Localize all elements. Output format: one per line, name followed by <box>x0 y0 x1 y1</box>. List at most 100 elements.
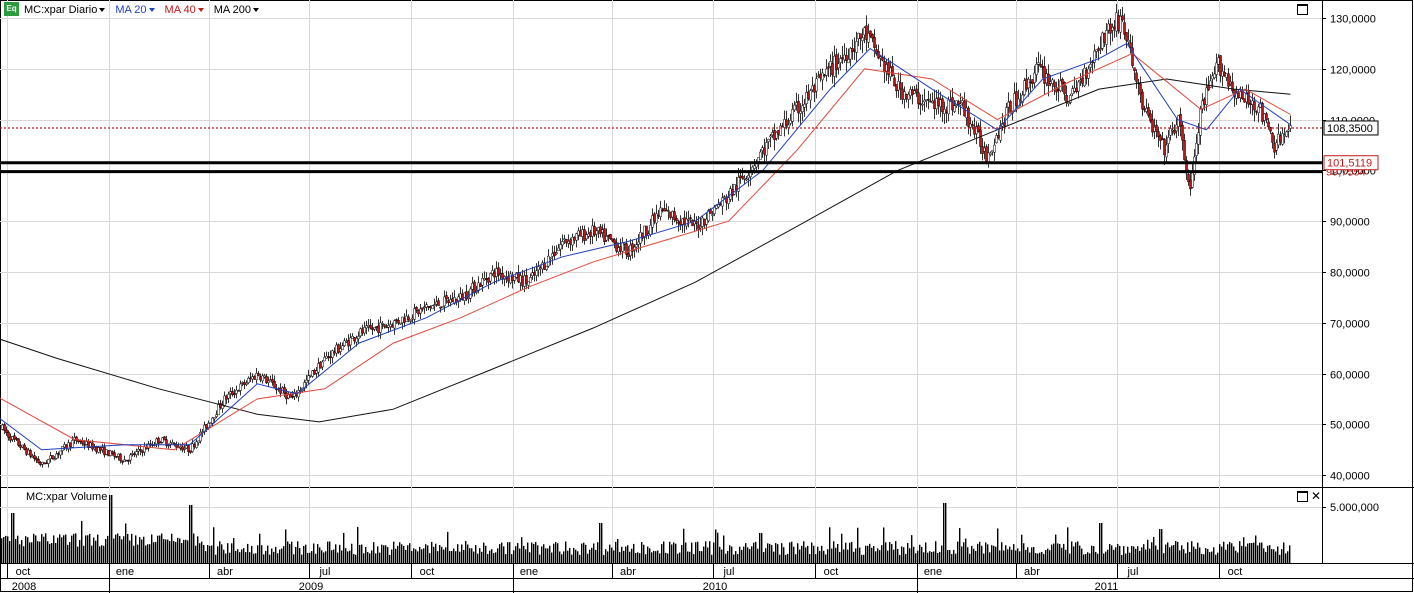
volume-bar <box>683 528 685 563</box>
candle-body <box>327 356 330 359</box>
volume-bar <box>227 543 229 563</box>
candle-body <box>533 272 536 276</box>
candle-body <box>229 391 232 394</box>
volume-bar <box>1173 544 1175 563</box>
volume-bar <box>539 554 541 563</box>
volume-bar <box>709 541 711 563</box>
volume-bar <box>271 548 273 563</box>
candle-body <box>753 165 756 169</box>
candle-body <box>841 57 844 59</box>
candle-body <box>779 125 782 136</box>
candle-body <box>1281 133 1284 145</box>
volume-bar <box>899 554 901 563</box>
candle-body <box>857 32 860 39</box>
volume-bar <box>511 554 513 563</box>
volume-bar <box>1273 549 1275 563</box>
candle-body <box>923 99 926 103</box>
candle-body <box>967 107 970 127</box>
volume-bar <box>725 553 727 563</box>
candle-body <box>635 244 638 248</box>
volume-bar <box>631 548 633 563</box>
candle-body <box>661 209 664 212</box>
volume-bar <box>493 553 495 563</box>
month-label: oct <box>420 566 435 578</box>
candle-body <box>687 218 690 221</box>
volume-bar <box>1101 523 1103 563</box>
ma40-selector[interactable]: MA 40 <box>165 4 204 16</box>
volume-bar <box>107 535 109 563</box>
volume-bar <box>571 554 573 563</box>
candle-body <box>521 276 524 287</box>
candle-body <box>691 219 694 227</box>
volume-bar <box>205 551 207 563</box>
candle-body <box>793 104 796 111</box>
candle-body <box>485 278 488 281</box>
candle-body <box>99 447 102 451</box>
ma200-selector[interactable]: MA 200 <box>214 4 260 16</box>
candle-body <box>41 461 44 465</box>
candle-body <box>407 316 410 321</box>
candle-body <box>185 445 188 449</box>
volume-bar <box>717 532 719 563</box>
candle-body <box>47 459 50 464</box>
volume-bar <box>289 543 291 563</box>
candle-body <box>1141 91 1144 110</box>
volume-bar <box>1157 549 1159 563</box>
volume-bar <box>1063 543 1065 563</box>
maximize-volume-icon[interactable] <box>1297 491 1308 502</box>
volume-bar <box>589 549 591 563</box>
volume-bar <box>711 554 713 563</box>
candle-body <box>307 375 310 381</box>
candle-body <box>429 306 432 309</box>
candle-body <box>1097 48 1100 51</box>
candle-body <box>915 88 918 93</box>
volume-bar <box>255 553 257 563</box>
candle-body <box>1037 62 1040 65</box>
candle-body <box>1255 110 1258 113</box>
volume-bar <box>1061 547 1063 563</box>
candle-body <box>743 178 746 180</box>
volume-bar <box>97 534 99 563</box>
candle-body <box>269 379 272 382</box>
symbol-label: MC:xpar Diario <box>24 4 98 16</box>
candle-body <box>497 267 500 276</box>
candle-body <box>547 255 550 267</box>
month-label: abr <box>1024 566 1040 578</box>
candle-body <box>107 450 110 457</box>
volume-bar <box>927 552 929 563</box>
volume-bar <box>379 552 381 563</box>
volume-bar <box>451 551 453 563</box>
candle-body <box>583 229 586 241</box>
volume-bar <box>221 544 223 563</box>
volume-bar <box>957 541 959 563</box>
volume-bar <box>1085 554 1087 563</box>
volume-bar <box>295 546 297 563</box>
volume-bar <box>325 551 327 563</box>
close-icon[interactable]: ✕ <box>1311 489 1322 503</box>
maximize-icon[interactable] <box>1297 4 1308 15</box>
candle-body <box>663 208 666 212</box>
candle-body <box>101 447 104 451</box>
candle-body <box>471 282 474 290</box>
candle-body <box>313 370 316 375</box>
volume-bar <box>529 552 531 563</box>
candle-body <box>255 373 258 380</box>
volume-bar <box>1245 546 1247 563</box>
volume-bar <box>247 543 249 563</box>
candle-body <box>771 132 774 136</box>
candle-body <box>907 94 910 100</box>
volume-bar <box>441 546 443 563</box>
volume-bar <box>897 548 899 563</box>
volume-bar <box>397 545 399 563</box>
ma20-selector[interactable]: MA 20 <box>115 4 155 16</box>
month-label: jul <box>318 566 330 578</box>
symbol-selector[interactable]: MC:xpar Diario <box>24 4 106 16</box>
candle-body <box>1107 23 1110 31</box>
candle-body <box>839 58 842 63</box>
volume-bar <box>545 548 547 563</box>
candle-body <box>1083 67 1086 87</box>
candle-body <box>893 77 896 87</box>
volume-bar <box>641 541 643 563</box>
month-label: ene <box>520 566 538 578</box>
candle-body <box>721 197 724 207</box>
